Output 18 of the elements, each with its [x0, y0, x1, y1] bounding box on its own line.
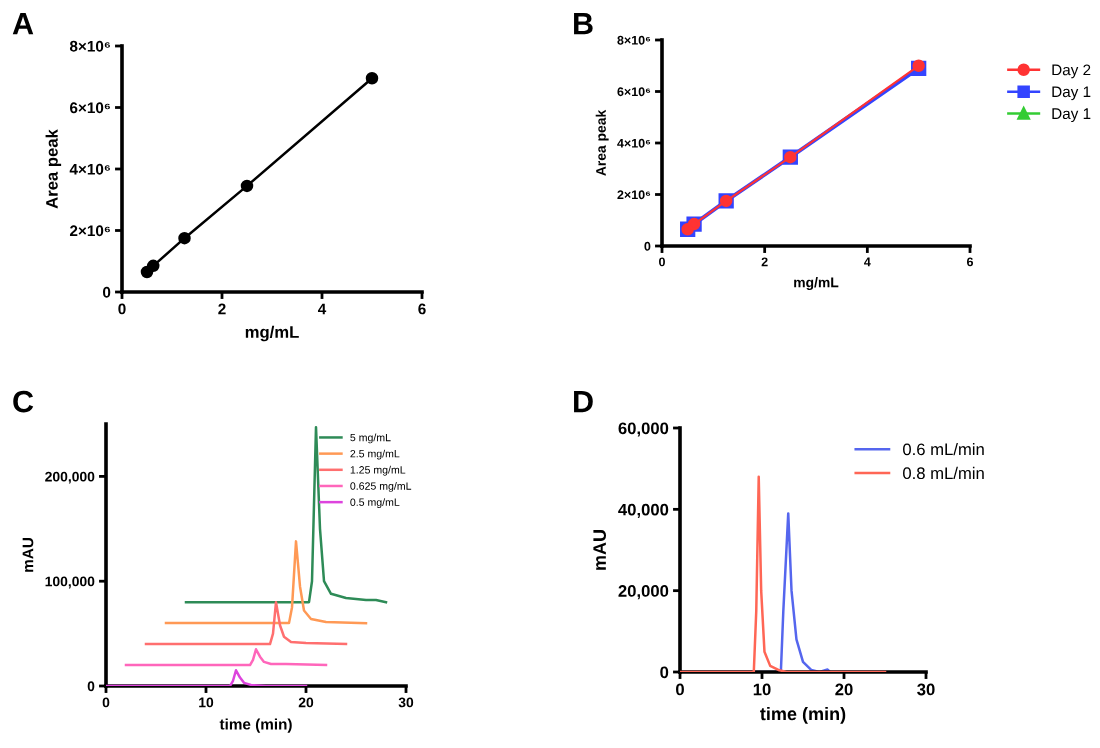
x-axis-title: mg/mL — [245, 325, 299, 342]
x-tick-label: 10 — [753, 683, 771, 696]
legend-label: 0.8 mL/min — [903, 466, 984, 480]
chart-title: C — [13, 390, 34, 413]
chart-title: B — [574, 13, 593, 35]
legend-label: 0.6 mL/min — [903, 443, 984, 456]
x-tick-label: 20 — [835, 683, 853, 696]
y-tick-label: 60,000 — [618, 422, 669, 437]
x-axis-title: time (min) — [760, 706, 846, 724]
y-tick-label: 40,000 — [618, 503, 669, 518]
chart-title: A — [12, 13, 34, 35]
y-tick-label: 20,000 — [618, 585, 669, 600]
y-tick-label: 0 — [660, 666, 669, 679]
x-tick-label: 30 — [917, 683, 935, 696]
x-tick-label: 0 — [676, 683, 684, 696]
y-axis-title: mAU — [593, 530, 607, 570]
y-axis-title: Area peak — [45, 129, 62, 209]
chart-title: D — [574, 391, 593, 413]
